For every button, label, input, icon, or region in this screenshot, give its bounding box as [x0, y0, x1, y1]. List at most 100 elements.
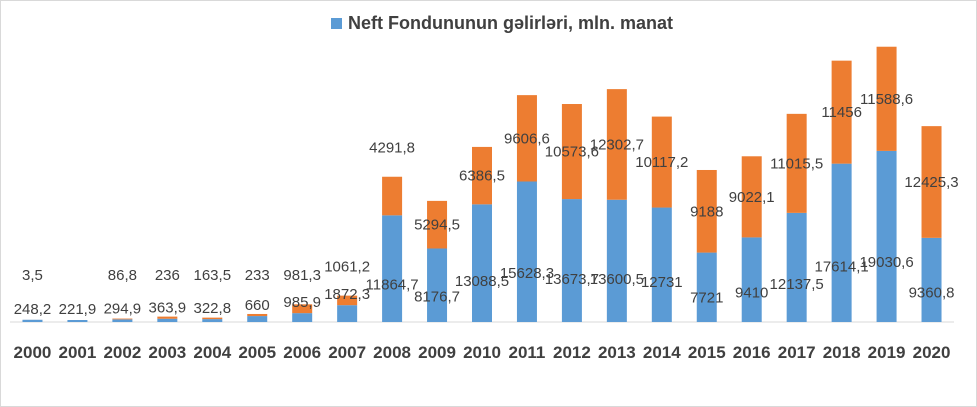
data-label-series-2: 11588,6 [860, 91, 913, 108]
data-label-series-1: 13600,5 [590, 271, 644, 288]
data-label-series-1: 1872,3 [324, 286, 370, 303]
x-tick-label: 2020 [913, 343, 951, 362]
data-label-series-1: 19030,6 [859, 254, 913, 271]
bar-series-1 [651, 207, 672, 322]
bar-series-1 [22, 319, 43, 322]
x-tick-label: 2015 [688, 343, 726, 362]
x-tick-label: 2004 [193, 343, 231, 362]
x-tick-label: 2008 [373, 343, 411, 362]
data-label-series-1: 9410 [735, 284, 768, 301]
x-tick-label: 2010 [463, 343, 501, 362]
legend: Neft Fondununun gəlirləri, mln. manat [331, 13, 673, 34]
bar-series-2 [741, 156, 762, 238]
bar-series-2 [337, 295, 358, 306]
data-label-series-1: 9360,8 [909, 285, 955, 302]
x-tick-label: 2003 [148, 343, 186, 362]
data-label-series-2: 236 [155, 267, 180, 284]
data-label-series-2: 10117,2 [635, 154, 688, 171]
x-tick-label: 2019 [868, 343, 906, 362]
x-tick-label: 2009 [418, 343, 456, 362]
data-label-series-2: 5294,5 [414, 217, 460, 234]
data-label-series-1: 12731 [641, 274, 683, 291]
data-label-series-2: 163,5 [194, 267, 232, 284]
data-label-series-2: 1061,2 [324, 259, 370, 276]
bar-series-2 [112, 318, 133, 320]
data-label-series-1: 11864,7 [366, 277, 419, 294]
data-label-series-2: 3,5 [22, 267, 43, 284]
x-tick-label: 2018 [823, 343, 861, 362]
data-label-series-2: 6386,5 [459, 168, 505, 185]
data-label-series-1: 13673,7 [545, 271, 599, 288]
bar-series-2 [561, 104, 582, 200]
bar-series-2 [831, 60, 852, 164]
x-tick-label: 2013 [598, 343, 636, 362]
bar-series-1 [337, 305, 358, 322]
bar-series-2 [921, 126, 942, 238]
x-tick-label: 2016 [733, 343, 771, 362]
data-label-series-1: 8176,7 [414, 288, 460, 305]
bar-series-2 [876, 46, 897, 151]
data-label-series-2: 4291,8 [369, 140, 415, 157]
data-label-series-1: 15628,3 [500, 265, 554, 282]
x-tick-label: 2012 [553, 343, 591, 362]
x-tick-label: 2017 [778, 343, 816, 362]
bar-series-2 [427, 200, 448, 249]
bar-series-1 [696, 252, 717, 322]
bar-series-1 [427, 248, 448, 322]
data-label-series-1: 985,9 [283, 294, 321, 311]
data-label-series-2: 86,8 [108, 267, 137, 284]
data-label-series-1: 294,9 [104, 300, 142, 317]
data-label-series-1: 363,9 [149, 300, 187, 317]
bar-series-1 [831, 163, 852, 322]
bar-series-2 [247, 313, 268, 317]
bar-series-2 [696, 169, 717, 253]
bar-series-1 [382, 215, 403, 322]
data-label-series-1: 12137,5 [770, 276, 824, 293]
bar-series-1 [67, 320, 88, 322]
x-tick-label: 2011 [509, 343, 546, 362]
data-label-series-2: 981,3 [283, 267, 321, 284]
x-tick-label: 2007 [328, 343, 366, 362]
bar-series-2 [292, 304, 313, 314]
data-label-series-1: 7721 [690, 290, 723, 307]
data-label-series-2: 9606,6 [504, 130, 550, 147]
legend-label: Neft Fondununun gəlirləri, mln. manat [348, 13, 674, 33]
bar-series-1 [112, 319, 133, 322]
x-tick-label: 2002 [103, 343, 141, 362]
bar-series-2 [651, 116, 672, 208]
bar-series-2 [472, 146, 492, 205]
bar-series-2 [202, 317, 223, 320]
data-label-series-2: 11015,5 [770, 155, 823, 172]
bar-series-1 [561, 199, 582, 322]
data-label-series-1: 221,9 [59, 301, 97, 318]
x-tick-label: 2014 [643, 343, 681, 362]
x-tick-label: 2000 [14, 343, 52, 362]
bar-series-1 [292, 313, 313, 322]
bar-series-1 [157, 318, 178, 322]
data-label-series-1: 322,8 [194, 300, 232, 317]
data-label-series-1: 13088,5 [455, 273, 509, 290]
bar-series-1 [472, 204, 492, 322]
data-label-series-2: 9022,1 [729, 189, 775, 206]
bar-series-1 [786, 212, 807, 322]
data-label-series-1: 248,2 [14, 301, 52, 318]
bar-series-1 [606, 199, 627, 322]
bar-series-2 [382, 176, 403, 216]
bar-series-1 [247, 316, 268, 322]
x-tick-label: 2006 [283, 343, 321, 362]
legend-swatch [331, 18, 342, 29]
bar-series-1 [741, 237, 762, 322]
bar-series-1 [202, 319, 223, 322]
bar-series-2 [157, 316, 178, 319]
data-label-series-1: 660 [245, 297, 270, 314]
bar-series-2 [786, 113, 807, 213]
data-label-series-2: 12425,3 [904, 174, 958, 191]
data-label-series-2: 11456 [821, 104, 862, 121]
bar-series-2 [606, 89, 627, 200]
x-tick-label: 2005 [238, 343, 276, 362]
bar-series-2 [516, 95, 537, 182]
bar-series-1 [876, 150, 897, 322]
data-label-series-2: 10573,6 [545, 144, 599, 161]
data-label-series-1: 17614,1 [815, 259, 869, 276]
